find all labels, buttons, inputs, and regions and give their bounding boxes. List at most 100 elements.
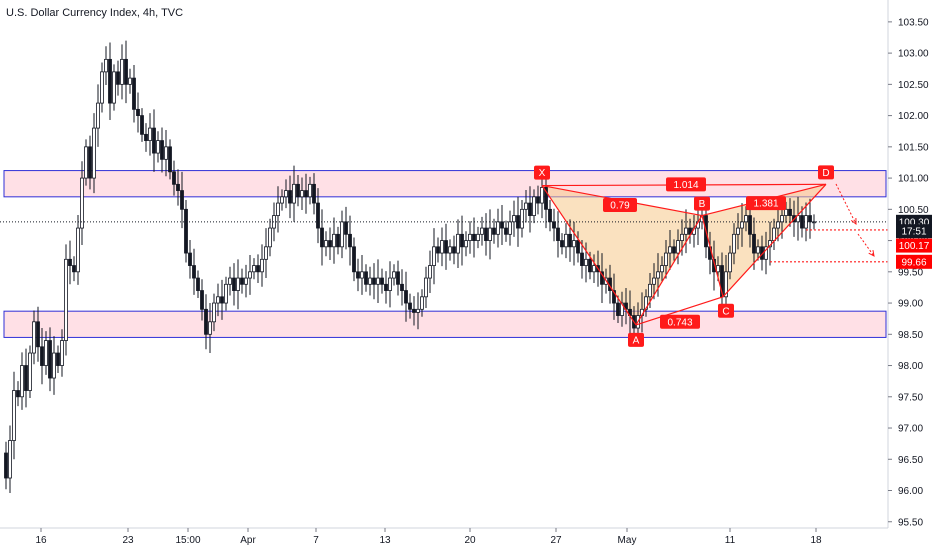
candle-body	[64, 258, 68, 341]
candle-body	[728, 252, 732, 273]
candle-body	[492, 227, 496, 235]
candle-body	[540, 187, 544, 204]
candle-body	[228, 277, 232, 285]
candle-body	[128, 77, 132, 85]
candle-body	[280, 196, 284, 204]
axes-layer	[0, 0, 889, 529]
point-label-a: A	[633, 335, 640, 346]
x-tick-label: 18	[810, 535, 822, 546]
point-label-bg-d	[818, 165, 834, 180]
candle-body	[368, 277, 372, 285]
candle-body	[764, 246, 768, 260]
point-label-b: B	[699, 199, 706, 210]
candle-body	[116, 71, 120, 85]
candle-body	[592, 265, 596, 273]
candle-body	[408, 302, 412, 310]
candle-body	[416, 308, 420, 313]
candle-body	[316, 202, 320, 229]
leg-cd	[722, 183, 827, 298]
x-tick-label: Apr	[240, 535, 256, 546]
candle-body	[744, 215, 748, 223]
candle-body	[788, 208, 792, 216]
candle-body	[84, 146, 88, 179]
candle-body	[524, 202, 528, 210]
candle-body	[512, 215, 516, 223]
candle-body	[288, 190, 292, 204]
candle-body	[612, 290, 616, 304]
candle-body	[344, 221, 348, 235]
candle-body	[204, 308, 208, 335]
candle-body	[252, 265, 256, 273]
candle-body	[784, 208, 788, 216]
candle-body	[380, 277, 384, 285]
candle-body	[136, 108, 140, 116]
candle-body	[680, 233, 684, 241]
ratio-label-bg	[660, 314, 700, 329]
candle-body	[460, 233, 464, 248]
candle-body	[88, 146, 92, 179]
candle-body	[732, 233, 736, 254]
candle-body	[428, 265, 432, 279]
price-tag: 17:51	[901, 227, 926, 238]
projection-arrow-2-head	[868, 250, 875, 257]
candle-body	[244, 277, 248, 285]
candle-body	[484, 227, 488, 241]
candle-body	[420, 296, 424, 310]
candle-body	[176, 183, 180, 191]
point-label-c: C	[722, 306, 729, 317]
candle-body	[776, 221, 780, 229]
pattern-triangle-2	[702, 184, 826, 297]
candle-body	[208, 321, 212, 335]
candle-body	[772, 227, 776, 241]
point-label-bg-c	[718, 303, 734, 318]
candle-body	[96, 102, 100, 129]
candle-body	[472, 233, 476, 241]
candle-body	[364, 271, 368, 285]
x-tick-label: 23	[122, 535, 134, 546]
candle-body	[164, 146, 168, 160]
candle-body	[508, 221, 512, 235]
candle-body	[108, 58, 112, 104]
candle-body	[580, 252, 584, 266]
candle-body	[32, 321, 36, 354]
candle-body	[328, 240, 332, 248]
resistance-zone	[3, 170, 887, 198]
candle-body	[300, 190, 304, 198]
candle-body	[56, 352, 60, 366]
y-tick-label: 101.50	[898, 142, 929, 153]
candle-body	[576, 240, 580, 254]
candle-body	[20, 365, 24, 398]
candle-body	[140, 115, 144, 135]
candle-body	[312, 183, 316, 204]
candle-body	[780, 215, 784, 223]
candle-body	[332, 233, 336, 248]
candle-body	[284, 190, 288, 198]
candle-body	[256, 265, 260, 273]
candle-body	[112, 71, 116, 104]
candle-body	[292, 183, 296, 204]
candle-body	[148, 127, 152, 141]
candle-body	[400, 283, 404, 291]
y-tick-label: 96.00	[898, 486, 923, 497]
candle-body	[340, 221, 344, 248]
candle-body	[304, 190, 308, 198]
candle-body	[556, 227, 560, 241]
candle-body	[436, 246, 440, 254]
candle-body	[616, 302, 620, 316]
candle-body	[216, 296, 220, 304]
lines-layer	[0, 221, 888, 263]
y-tick-label: 98.50	[898, 330, 923, 341]
candle-body	[440, 240, 444, 254]
candle-body	[424, 277, 428, 298]
candle-body	[48, 340, 52, 379]
candle-body	[392, 271, 396, 279]
candle-body	[104, 58, 108, 73]
candle-body	[264, 246, 268, 260]
candle-body	[8, 440, 12, 479]
leg-ab	[635, 215, 703, 326]
candle-body	[652, 277, 656, 285]
candle-body	[28, 352, 32, 391]
candle-body	[388, 277, 392, 291]
